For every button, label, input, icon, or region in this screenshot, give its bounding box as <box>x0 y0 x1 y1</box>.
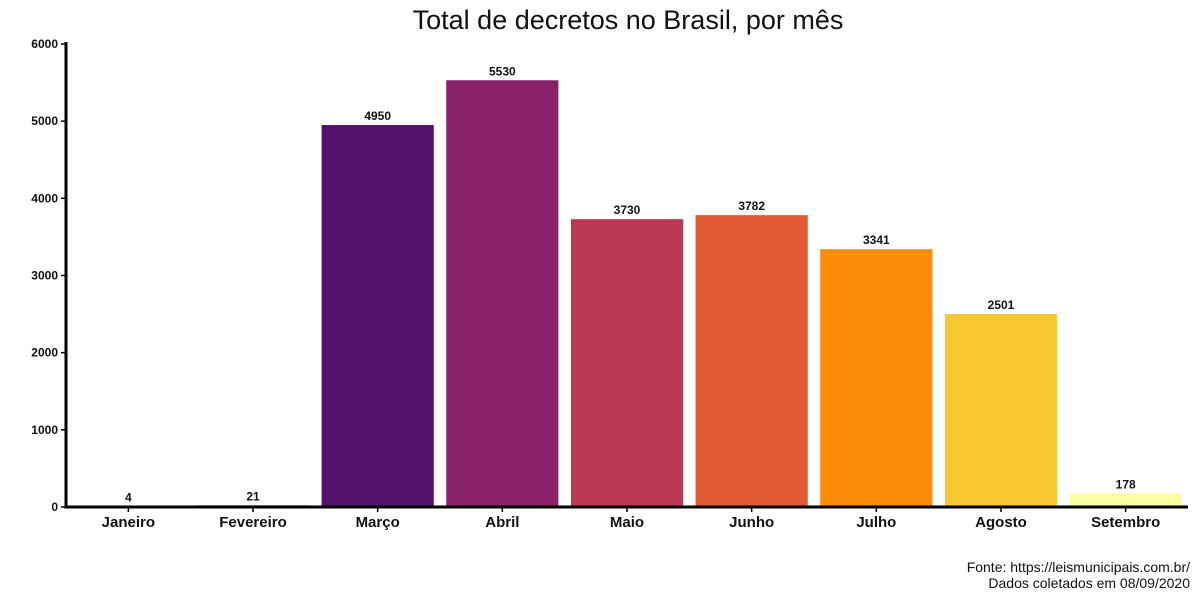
data-labels-layer: 4 21 4950 5530 3730 3782 3341 2501 178 <box>125 64 1136 504</box>
x-tick-label-junho: Junho <box>729 514 774 531</box>
x-tick-label-setembro: Setembro <box>1091 514 1160 531</box>
bar-agosto <box>944 314 1058 507</box>
y-tick-label: 3000 <box>31 269 58 283</box>
data-label-maio: 3730 <box>614 203 641 217</box>
y-tick-label: 5000 <box>31 114 58 128</box>
y-tick-label: 2000 <box>31 346 58 360</box>
x-tick-label-agosto: Agosto <box>975 514 1027 531</box>
y-tick-label: 4000 <box>31 191 58 205</box>
x-tick-label-fevereiro: Fevereiro <box>219 514 287 531</box>
x-tick-label-março: Março <box>356 514 400 531</box>
bars-layer <box>72 80 1182 508</box>
y-axis: 0 1000 2000 3000 4000 5000 6000 <box>31 37 68 514</box>
bar-junho <box>695 215 808 507</box>
y-tick-label: 1000 <box>31 423 58 437</box>
y-tick-label: 0 <box>51 500 58 514</box>
data-label-abril: 5530 <box>489 64 516 78</box>
x-tick-label-janeiro: Janeiro <box>102 514 155 531</box>
bar-setembro <box>1069 493 1182 507</box>
bar-julho <box>820 249 933 508</box>
bar-abril <box>446 80 559 507</box>
data-label-junho: 3782 <box>738 199 765 213</box>
data-label-janeiro: 4 <box>125 491 132 505</box>
x-tick-label-julho: Julho <box>856 514 896 531</box>
chart-title: Total de decretos no Brasil, por mês <box>413 5 844 35</box>
y-tick-label: 6000 <box>31 37 58 51</box>
bar-maio <box>570 219 684 507</box>
data-label-setembro: 178 <box>1116 477 1136 491</box>
x-axis: Janeiro Fevereiro Março Abril Maio Junho Julho… <box>64 505 1188 531</box>
caption-source: Fonte: https://leismunicipais.com.br/ <box>967 559 1190 575</box>
x-tick-label-maio: Maio <box>610 514 644 531</box>
data-label-julho: 3341 <box>863 233 890 247</box>
x-tick-label-abril: Abril <box>485 514 519 531</box>
caption-date: Dados coletados em 08/09/2020 <box>988 575 1190 591</box>
data-label-fevereiro: 21 <box>246 489 260 503</box>
bar-março <box>321 125 434 508</box>
data-label-março: 4950 <box>364 109 391 123</box>
data-label-agosto: 2501 <box>988 298 1015 312</box>
